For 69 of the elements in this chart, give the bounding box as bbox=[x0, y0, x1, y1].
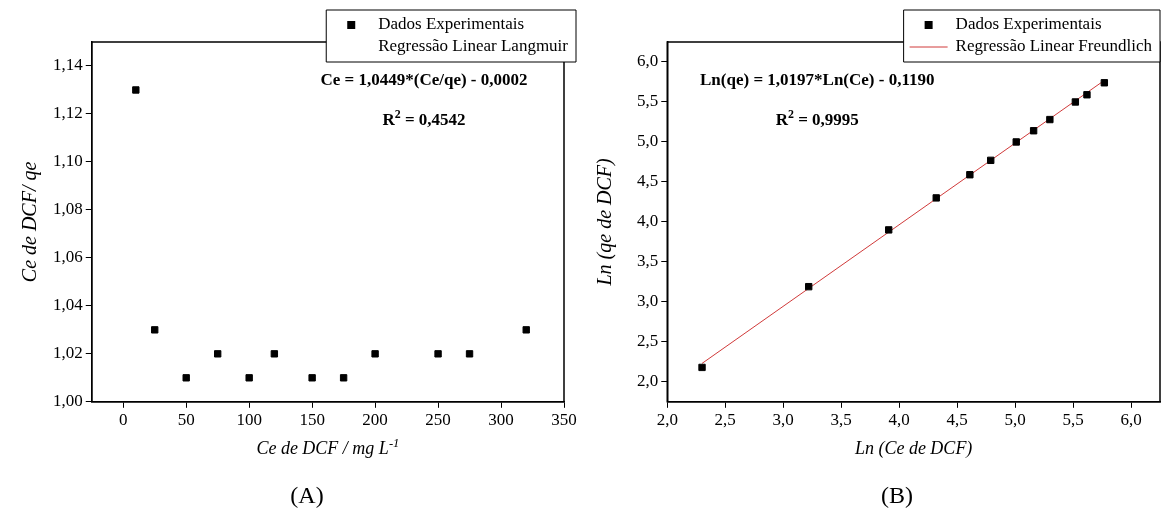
point bbox=[214, 350, 222, 358]
point bbox=[371, 350, 379, 358]
point bbox=[1046, 115, 1054, 124]
y-tick-label: 1,00 bbox=[53, 391, 83, 411]
y-tick-label: 3,0 bbox=[637, 291, 659, 311]
x-tick-label: 250 bbox=[425, 410, 451, 430]
x-tick-label: 4,5 bbox=[946, 410, 968, 430]
x-axis-title: Ln (Ce de DCF) bbox=[853, 437, 973, 459]
x-tick-label: 6,0 bbox=[1120, 410, 1142, 430]
point bbox=[885, 226, 893, 234]
point bbox=[522, 326, 530, 334]
y-tick-label: 2,0 bbox=[637, 371, 659, 391]
point bbox=[339, 374, 348, 382]
y-axis-title: Ln (qe de DCF) bbox=[593, 157, 617, 287]
x-tick-label: 300 bbox=[488, 410, 514, 430]
y-tick-label: 1,02 bbox=[53, 343, 83, 363]
x-tick-label: 200 bbox=[362, 410, 388, 430]
point bbox=[465, 350, 474, 358]
y-tick-label: 1,08 bbox=[53, 199, 83, 219]
point bbox=[1029, 127, 1038, 135]
point bbox=[932, 194, 940, 202]
y-tick-label: 6,0 bbox=[637, 51, 659, 71]
point bbox=[270, 350, 279, 358]
point bbox=[132, 86, 140, 94]
annotation: Ln(qe) = 1,0197*Ln(Ce) - 0,1190 bbox=[700, 70, 935, 90]
x-tick-label: 5,0 bbox=[1004, 410, 1026, 430]
x-tick-label: 4,0 bbox=[888, 410, 910, 430]
point bbox=[245, 374, 253, 382]
x-tick-label: 3,0 bbox=[772, 410, 794, 430]
point bbox=[1012, 138, 1020, 146]
point bbox=[966, 171, 974, 179]
y-tick-label: 5,0 bbox=[637, 131, 659, 151]
y-tick-label: 5,5 bbox=[637, 91, 659, 111]
x-tick-label: 0 bbox=[118, 410, 128, 430]
point bbox=[1071, 98, 1080, 106]
point bbox=[434, 350, 442, 358]
legend-label: Regressão Linear Freundlich bbox=[955, 36, 1153, 56]
y-tick-label: 4,5 bbox=[637, 171, 659, 191]
x-tick-label: 2,0 bbox=[656, 410, 678, 430]
x-tick-label: 100 bbox=[236, 410, 262, 430]
y-tick-label: 1,06 bbox=[53, 247, 83, 267]
text: (B) bbox=[881, 481, 913, 508]
y-tick-label: 1,12 bbox=[53, 103, 83, 123]
legend-label: Dados Experimentais bbox=[378, 14, 525, 34]
text: Regressão Linear Langmuir bbox=[378, 36, 569, 56]
text: (A) bbox=[290, 481, 324, 508]
y-tick-label: 4,0 bbox=[637, 211, 659, 231]
point bbox=[987, 156, 995, 165]
x-tick-label: 150 bbox=[299, 410, 325, 430]
x-tick-label: 350 bbox=[551, 410, 577, 430]
x-tick-label: 3,5 bbox=[830, 410, 852, 430]
point bbox=[1083, 91, 1091, 99]
annotation: Ce = 1,0449*(Ce/qe) - 0,0002 bbox=[320, 70, 528, 90]
y-tick-label: 1,10 bbox=[53, 151, 83, 171]
y-axis-title: Ce de DCF/ qe bbox=[17, 161, 41, 283]
legend-label: Dados Experimentais bbox=[955, 14, 1102, 34]
point bbox=[182, 374, 190, 382]
point bbox=[1100, 79, 1109, 87]
y-tick-label: 1,14 bbox=[53, 55, 84, 75]
x-tick-label: 5,5 bbox=[1062, 410, 1084, 430]
y-tick-label: 3,5 bbox=[637, 251, 659, 271]
x-tick-label: 50 bbox=[177, 410, 195, 430]
y-tick-label: 1,04 bbox=[53, 295, 84, 315]
point bbox=[805, 282, 813, 291]
point bbox=[151, 326, 159, 334]
x-tick-label: 2,5 bbox=[714, 410, 736, 430]
point bbox=[308, 374, 316, 382]
point bbox=[698, 363, 706, 372]
y-tick-label: 2,5 bbox=[637, 331, 659, 351]
